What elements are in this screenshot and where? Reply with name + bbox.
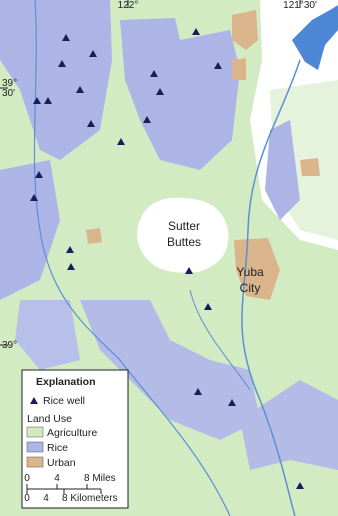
place-label: Sutter — [168, 219, 200, 233]
rice-well — [44, 97, 52, 104]
rice-well — [156, 88, 164, 95]
scale-label: 0 — [24, 473, 30, 484]
rice-area — [120, 18, 240, 170]
legend-label: Rice — [47, 442, 68, 454]
rice-well — [87, 120, 95, 127]
scale-label: 8 Miles — [84, 473, 116, 484]
river — [33, 0, 231, 516]
rice-area — [265, 120, 300, 220]
urban-area — [232, 58, 246, 80]
legend-label: Agriculture — [47, 427, 97, 439]
rice-area — [240, 380, 338, 470]
rice-well — [204, 303, 212, 310]
lake — [292, 5, 338, 70]
rice-well — [67, 263, 75, 270]
rice-area — [0, 160, 60, 300]
rice-well — [143, 116, 151, 123]
legend-swatch — [26, 456, 44, 468]
rice-well — [62, 34, 70, 41]
sutter-buttes — [137, 197, 229, 273]
legend-title: Explanation — [36, 376, 96, 388]
rice-well — [33, 97, 41, 104]
rice-well — [150, 70, 158, 77]
latitude-label: 39° — [2, 340, 17, 351]
latitude-label: 30' — [2, 88, 15, 99]
legend-swatch — [26, 426, 44, 438]
rice-well — [89, 50, 97, 57]
rice-well — [296, 482, 304, 489]
rice-well — [185, 267, 193, 274]
river — [241, 59, 301, 516]
rice-well — [76, 86, 84, 93]
longitude-label: 121°30' — [283, 0, 317, 11]
place-label: Buttes — [167, 235, 201, 249]
rice-area — [0, 0, 112, 160]
legend-subtitle: Land Use — [27, 413, 72, 425]
scale-label: 0 — [24, 493, 30, 504]
scale-bar — [26, 488, 102, 494]
scale-label: 4 — [43, 493, 49, 504]
rice-well — [117, 138, 125, 145]
rice-well — [192, 28, 200, 35]
urban-area — [300, 158, 320, 176]
rice-well — [194, 388, 202, 395]
rice-area — [80, 300, 260, 440]
scale-label: 8 Kilometers — [62, 493, 118, 504]
longitude-label: 122° — [118, 0, 139, 11]
legend-swatch — [26, 441, 44, 453]
rice-well — [58, 60, 66, 67]
rice-well — [214, 62, 222, 69]
legend-label: Rice well — [43, 395, 85, 407]
rice-well — [228, 399, 236, 406]
legend-box — [21, 369, 129, 509]
rice-wells — [30, 28, 304, 489]
place-label: Yuba — [236, 265, 264, 279]
scale-label: 4 — [54, 473, 60, 484]
place-label: City — [240, 281, 261, 295]
rice-well — [66, 246, 74, 253]
rice-well — [30, 194, 38, 201]
latitude-label: 39° — [2, 78, 17, 89]
rice-area — [15, 300, 80, 370]
rice-well — [35, 171, 43, 178]
legend-label: Urban — [47, 457, 76, 469]
urban-area — [86, 228, 102, 244]
river — [189, 289, 251, 391]
urban-area — [232, 10, 258, 50]
urban-area — [234, 238, 280, 300]
legend-well-symbol — [30, 397, 38, 404]
